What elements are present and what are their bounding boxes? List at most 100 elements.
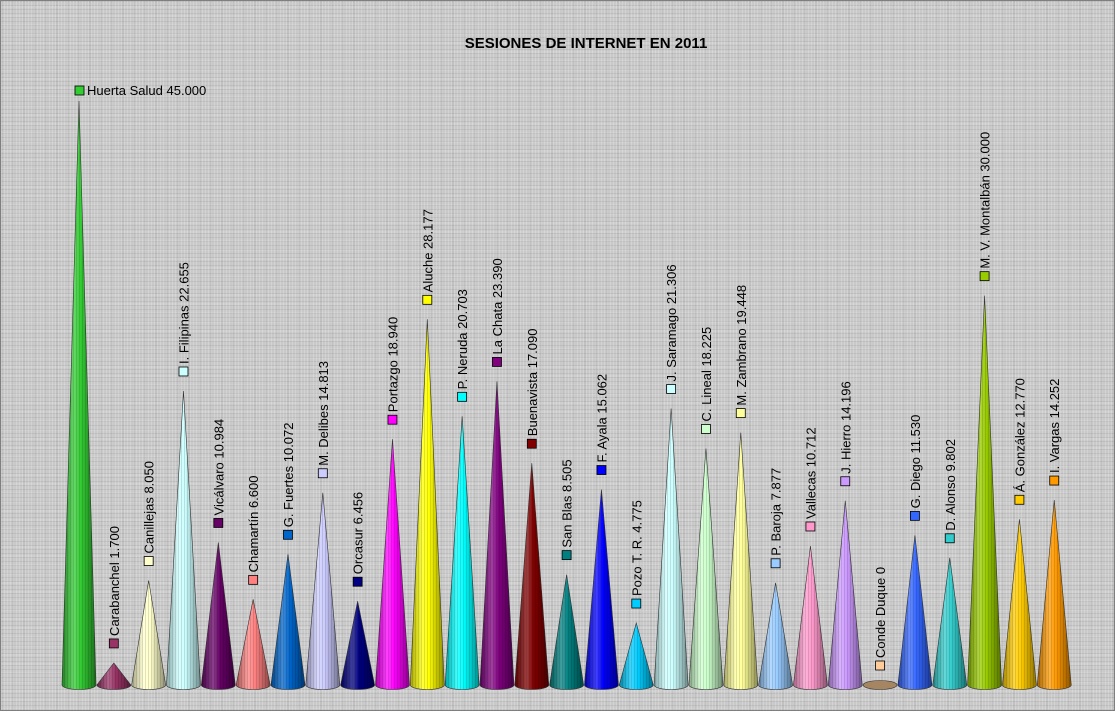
legend-key-marker — [178, 366, 189, 377]
cone-texture — [131, 580, 166, 690]
cone-texture — [1002, 519, 1037, 690]
cone-texture — [619, 623, 654, 690]
data-label: La Chata 23.390 — [490, 258, 505, 367]
data-label-text: G. Fuertes 10.072 — [281, 423, 296, 528]
legend-key-marker — [422, 294, 433, 305]
data-label-text: P. Baroja 7.877 — [769, 468, 784, 556]
data-label-text: Carabanchel 1.700 — [107, 526, 122, 636]
legend-key-marker — [387, 414, 398, 425]
data-label-text: G. Diego 11.530 — [908, 415, 923, 509]
data-label: M. V. Montalbán 30.000 — [978, 132, 993, 282]
legend-key-marker — [875, 660, 885, 671]
data-label-text: San Blas 8.505 — [560, 459, 575, 547]
data-label: Huerta Salud 45.000 — [74, 83, 206, 98]
cone-texture — [688, 448, 723, 690]
legend-key-marker — [74, 85, 85, 96]
cone-texture — [62, 101, 96, 690]
cone-texture — [793, 545, 828, 690]
legend-key-marker — [492, 357, 502, 367]
cone-texture — [201, 542, 236, 690]
legend-key-marker — [457, 391, 468, 402]
legend-key-marker — [1049, 475, 1060, 486]
cone-texture — [758, 582, 793, 690]
data-label: Buenavista 17.090 — [525, 329, 540, 449]
legend-key-marker — [317, 468, 328, 479]
data-label: Vallecas 10.712 — [803, 427, 818, 532]
data-label-text: C. Lineal 18.225 — [699, 327, 714, 422]
legend-key-marker — [631, 598, 642, 609]
data-label: M. Delibes 14.813 — [316, 361, 331, 479]
data-label-text: M. V. Montalbán 30.000 — [978, 132, 993, 269]
data-label-text: D. Alonso 9.802 — [943, 439, 958, 531]
data-label: P. Baroja 7.877 — [769, 468, 784, 569]
legend-key-marker — [283, 529, 293, 540]
data-label: F. Ayala 15.062 — [594, 374, 609, 475]
legend-key-marker — [1014, 494, 1025, 505]
cone-texture — [410, 319, 445, 690]
data-label-text: Pozo T. R. 4.775 — [629, 500, 644, 596]
data-label: C. Lineal 18.225 — [699, 327, 714, 434]
cone-texture — [270, 554, 305, 690]
cone-texture — [549, 574, 584, 690]
cone-texture — [340, 601, 375, 690]
cone-texture — [96, 662, 131, 690]
cone-texture — [828, 500, 863, 690]
cone-texture — [1037, 500, 1072, 690]
data-label: Á. González 12.770 — [1012, 378, 1027, 505]
data-label: Canillejas 8.050 — [142, 461, 157, 566]
cone-texture — [967, 295, 1002, 690]
chart-title: SESIONES DE INTERNET EN 2011 — [465, 35, 708, 52]
cone-texture — [166, 390, 201, 690]
data-label: Orcasur 6.456 — [351, 492, 366, 587]
legend-key-marker — [735, 408, 746, 419]
cone-texture — [375, 439, 410, 690]
data-label-text: Conde Duque 0 — [873, 567, 888, 658]
data-label-text: Canillejas 8.050 — [142, 461, 157, 554]
legend-key-marker — [701, 424, 711, 434]
cone-texture — [584, 489, 619, 690]
data-label-text: F. Ayala 15.062 — [594, 374, 609, 463]
data-label: Pozo T. R. 4.775 — [629, 500, 644, 609]
legend-key-marker — [352, 576, 363, 587]
data-label: M. Zambrano 19.448 — [734, 285, 749, 419]
cone-texture — [445, 416, 480, 690]
data-labels: Huerta Salud 45.000 Carabanchel 1.700 Cani… — [74, 83, 1062, 671]
cone-texture — [236, 599, 271, 690]
legend-key-marker — [248, 574, 259, 585]
legend-key-marker — [944, 533, 955, 544]
legend-key-marker — [526, 438, 537, 449]
data-label: J. Saramago 21.306 — [664, 264, 679, 394]
data-label-text: Vallecas 10.712 — [803, 427, 818, 519]
data-label-text: P. Neruda 20.703 — [455, 289, 470, 389]
data-label: San Blas 8.505 — [560, 459, 575, 561]
cone-texture — [897, 535, 932, 690]
data-label-text: J. Hierro 14.196 — [838, 381, 853, 474]
data-label: Vicálvaro 10.984 — [211, 419, 226, 528]
legend-key-marker — [561, 550, 572, 561]
data-label: I. Vargas 14.252 — [1047, 379, 1062, 486]
legend-key-marker — [979, 271, 990, 282]
legend-key-marker — [805, 521, 816, 532]
data-label: Carabanchel 1.700 — [107, 526, 122, 649]
data-label: Portazgo 18.940 — [385, 317, 400, 425]
data-label-text: Buenavista 17.090 — [525, 329, 540, 437]
data-label-text: Chamartín 6.600 — [246, 476, 261, 573]
cone-texture — [654, 408, 689, 690]
data-label: J. Hierro 14.196 — [838, 381, 853, 487]
legend-key-marker — [213, 518, 224, 528]
legend-key-marker — [596, 465, 607, 475]
data-label-text: Á. González 12.770 — [1012, 378, 1027, 492]
data-label-text: La Chata 23.390 — [490, 258, 505, 354]
data-label: I. Filipinas 22.655 — [176, 262, 191, 377]
cone-bar — [862, 680, 898, 690]
data-label-text: M. Zambrano 19.448 — [734, 285, 749, 406]
data-label: D. Alonso 9.802 — [943, 439, 958, 544]
data-label-text: Aluche 28.177 — [420, 209, 435, 292]
legend-key-marker — [840, 476, 851, 487]
data-label: P. Neruda 20.703 — [455, 289, 470, 402]
data-label-text: Orcasur 6.456 — [351, 492, 366, 574]
cone-texture — [514, 463, 549, 690]
cone-texture — [932, 557, 967, 690]
